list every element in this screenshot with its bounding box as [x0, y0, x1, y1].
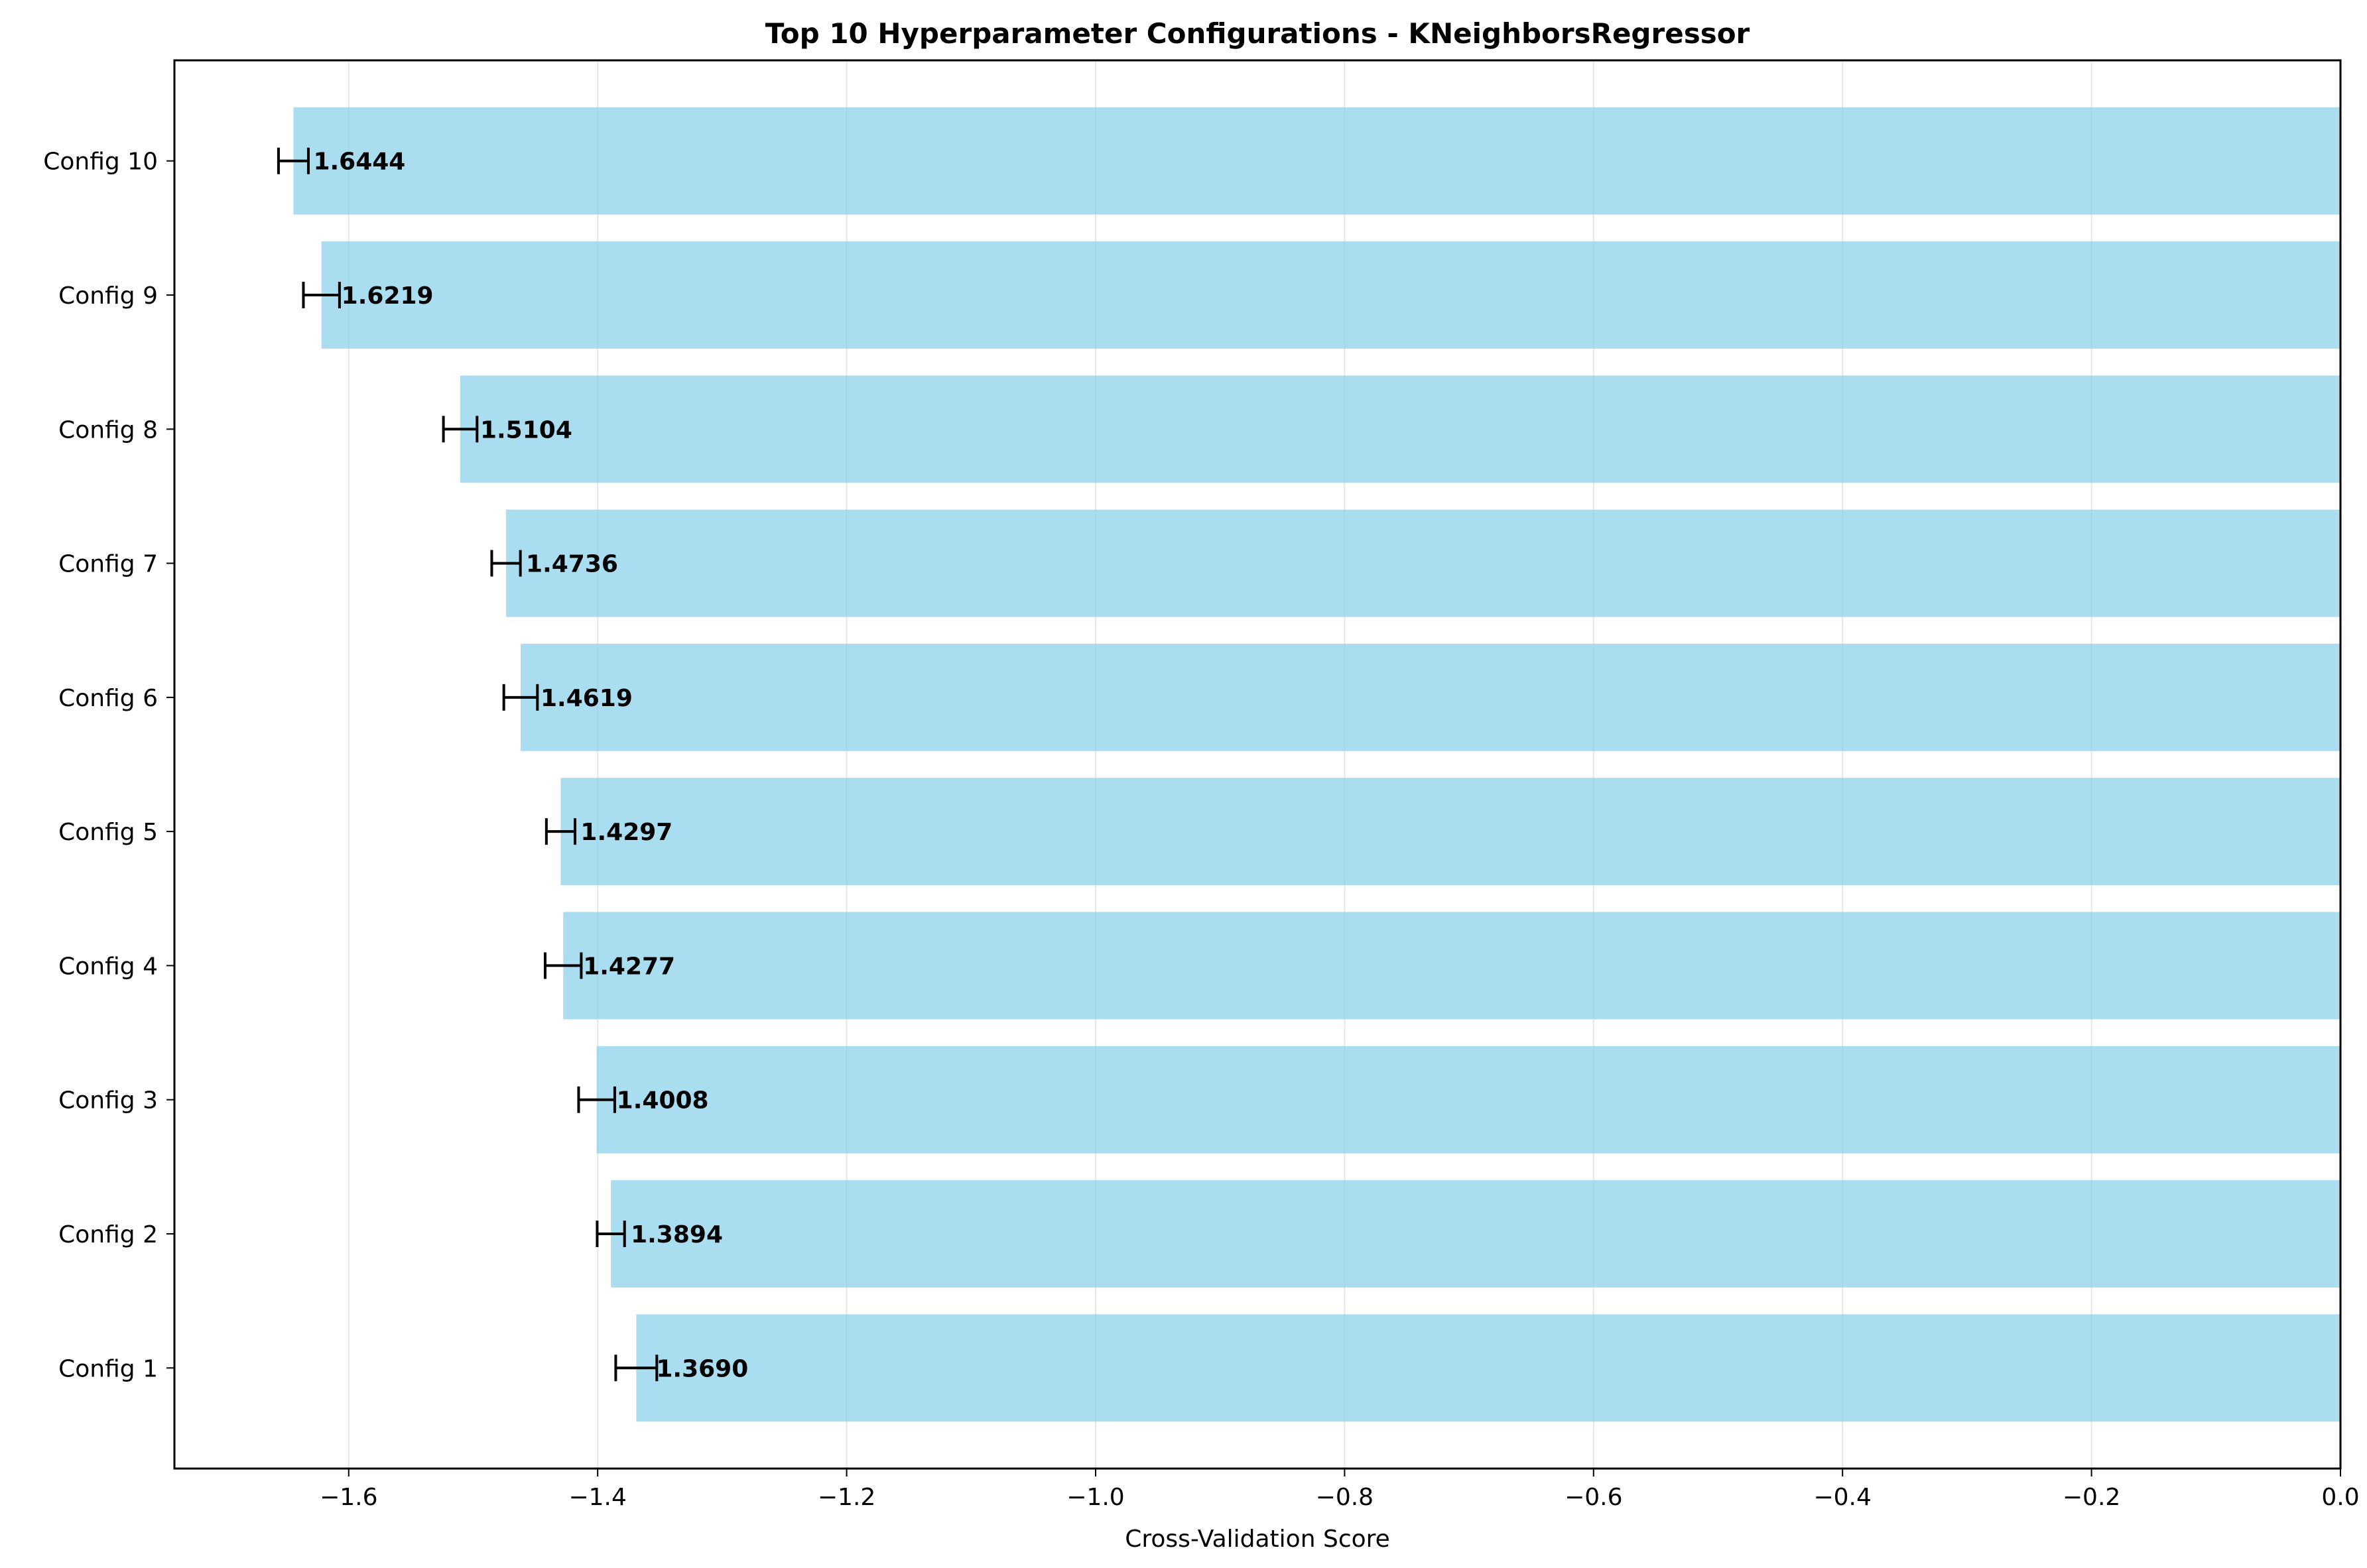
data-label: 1.4297	[580, 819, 672, 846]
y-tick-label: Config 4	[58, 953, 158, 980]
bar	[596, 1046, 2340, 1154]
bar	[506, 509, 2340, 617]
y-tick-label: Config 3	[58, 1087, 158, 1115]
data-label: 1.4619	[541, 685, 633, 712]
y-tick-label: Config 10	[43, 149, 158, 176]
data-label: 1.6444	[313, 149, 405, 176]
value-label-layer: 1.3690 1.3894 1.4008 1.4277 1.4297 1.4619 1.47…	[313, 149, 748, 1383]
x-tick-label: 0.0	[2321, 1484, 2359, 1511]
data-label: 1.4277	[583, 953, 675, 980]
y-tick-label: Config 1	[58, 1355, 158, 1382]
bars-layer	[293, 107, 2341, 1422]
bar	[560, 778, 2341, 886]
bar	[611, 1180, 2341, 1288]
y-tick-label: Config 8	[58, 416, 158, 444]
bar	[460, 375, 2340, 483]
x-tick-label: −1.6	[320, 1484, 377, 1511]
x-tick-label: −1.0	[1066, 1484, 1124, 1511]
x-axis-label: Cross-Validation Score	[1125, 1526, 1390, 1553]
errorbar-layer	[277, 147, 659, 1382]
data-label: 1.3894	[631, 1221, 723, 1248]
data-label: 1.6219	[342, 282, 434, 310]
bar	[563, 912, 2340, 1020]
x-tick-label: −0.6	[1565, 1484, 1622, 1511]
plot-frame	[173, 59, 2342, 1470]
bar	[293, 107, 2340, 215]
y-tick-label: Config 5	[58, 819, 158, 846]
y-tick-label: Config 6	[58, 685, 158, 712]
bar	[636, 1314, 2340, 1422]
data-label: 1.5104	[480, 416, 572, 444]
bar	[520, 643, 2341, 751]
x-tick-label: −0.2	[2063, 1484, 2120, 1511]
data-label: 1.4008	[617, 1087, 709, 1115]
chart-title: Top 10 Hyperparameter Configurations - K…	[765, 17, 1750, 50]
x-tick-label: −0.4	[1813, 1484, 1871, 1511]
bar	[321, 241, 2340, 349]
x-tick-label: −1.4	[568, 1484, 626, 1511]
y-tick-label: Config 9	[58, 282, 158, 310]
x-tick-label: −0.8	[1316, 1484, 1374, 1511]
data-label: 1.3690	[656, 1355, 748, 1382]
y-tick-label: Config 7	[58, 551, 158, 578]
data-label: 1.4736	[526, 551, 618, 578]
y-tick-label: Config 2	[58, 1221, 158, 1248]
x-tick-label: −1.2	[818, 1484, 875, 1511]
y-axis: Config 1 Config 2 Config 3 Config 4 Config 5…	[43, 149, 174, 1382]
x-axis: −1.6 −1.4 −1.2 −1.0 −0.8 −0.6 −0.4 −0.2 0.0	[320, 1469, 2360, 1511]
